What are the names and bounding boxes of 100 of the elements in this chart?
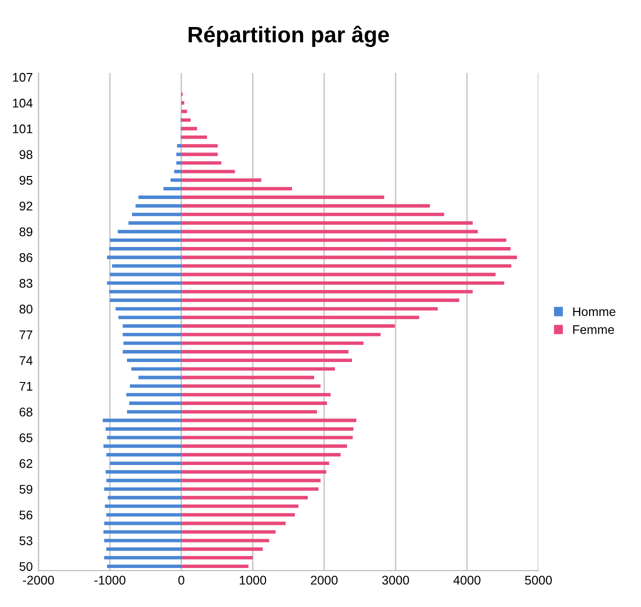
bar <box>181 152 218 156</box>
y-tick-label: 59 <box>20 484 32 494</box>
chart-title: Répartition par âge <box>188 26 389 47</box>
bar <box>181 144 218 148</box>
y-tick-label: 53 <box>20 536 32 546</box>
bar <box>181 341 364 345</box>
bar <box>181 196 384 199</box>
bar <box>181 522 286 526</box>
legend-label: Femme <box>573 325 614 334</box>
bar <box>110 462 182 466</box>
bar <box>181 307 438 311</box>
bar <box>181 496 308 500</box>
bar <box>110 298 182 302</box>
bar <box>181 290 473 294</box>
y-tick-label: 107 <box>13 72 32 82</box>
bar <box>132 212 182 216</box>
bar <box>108 496 182 500</box>
bar <box>181 538 270 542</box>
y-tick-label: 86 <box>20 253 32 262</box>
bar <box>136 204 182 208</box>
bar <box>181 126 198 130</box>
bar <box>181 161 222 165</box>
bar <box>110 238 182 242</box>
bar <box>181 332 381 336</box>
y-tick-label: 80 <box>20 304 32 314</box>
x-tick-label: 2000 <box>310 576 338 585</box>
y-tick-label: 74 <box>20 356 33 365</box>
bar <box>181 487 318 491</box>
y-tick-label: 56 <box>20 510 32 520</box>
bar <box>103 530 182 534</box>
bar <box>103 444 182 448</box>
bar <box>181 118 191 122</box>
bar <box>107 256 182 260</box>
x-tick-label: 1000 <box>240 576 266 585</box>
bar <box>181 436 353 440</box>
bar <box>129 402 182 405</box>
bar <box>181 186 292 190</box>
bar <box>104 556 182 560</box>
x-tick-label: -1000 <box>94 576 126 585</box>
bar <box>181 358 352 362</box>
bar <box>109 247 182 250</box>
bar <box>107 281 182 285</box>
bar <box>118 230 182 234</box>
bar <box>109 290 182 294</box>
bar <box>181 350 348 354</box>
bar <box>106 453 182 456</box>
bar <box>181 298 460 302</box>
x-tick-label: 3000 <box>382 576 410 585</box>
bar <box>106 470 182 474</box>
y-tick-label: 104 <box>13 98 33 108</box>
bar <box>181 110 188 114</box>
bar <box>106 513 182 517</box>
x-tick-label: 4000 <box>453 576 480 585</box>
bar <box>181 564 248 568</box>
bar <box>127 410 182 414</box>
bar <box>181 470 326 474</box>
bar <box>118 316 182 320</box>
bar <box>163 186 182 190</box>
bar <box>181 384 321 388</box>
bar <box>181 367 335 371</box>
bar <box>181 418 356 422</box>
bar <box>181 392 331 396</box>
bar <box>181 504 298 508</box>
bar <box>181 513 295 517</box>
bar <box>102 418 182 422</box>
y-tick-label: 65 <box>20 433 32 442</box>
bar <box>104 504 182 508</box>
y-tick-label: 68 <box>20 408 32 416</box>
bar <box>177 144 182 148</box>
y-tick-label: 71 <box>20 382 32 391</box>
y-tick-label: 62 <box>20 459 32 468</box>
x-tick-label: 0 <box>178 576 184 585</box>
y-tick-label: 98 <box>20 150 32 160</box>
y-tick-label: 92 <box>20 202 32 211</box>
bar <box>122 350 182 354</box>
bar <box>181 135 208 139</box>
bar <box>181 444 348 448</box>
bar <box>181 256 518 260</box>
bar <box>130 384 182 388</box>
bar <box>127 358 182 362</box>
bar <box>170 178 182 182</box>
bar <box>138 196 182 199</box>
bar <box>181 204 430 208</box>
x-tick-label: -2000 <box>23 576 54 585</box>
bar <box>104 487 182 491</box>
y-tick-label: 50 <box>20 562 32 571</box>
bar <box>181 556 253 560</box>
bar <box>181 178 262 182</box>
x-tick-label: 5000 <box>525 576 552 585</box>
bar <box>174 170 182 174</box>
bar <box>181 281 504 285</box>
bar <box>107 436 182 440</box>
bar <box>104 538 182 542</box>
bar <box>181 410 318 414</box>
bar <box>176 161 182 165</box>
bar <box>181 238 506 242</box>
bar <box>181 247 511 250</box>
bar <box>181 530 276 534</box>
bar <box>181 101 184 105</box>
bar <box>181 453 341 456</box>
